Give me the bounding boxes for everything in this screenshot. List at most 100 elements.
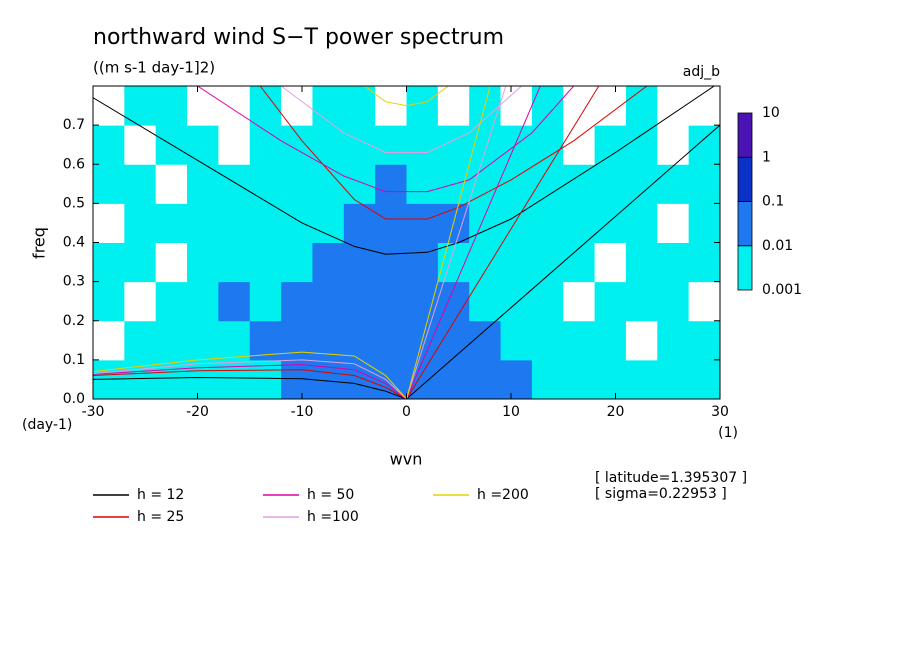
contour-cell [688,164,720,204]
contour-cell [343,86,376,126]
contour-cell [531,359,564,399]
contour-cell [500,164,533,204]
contour-cell [625,203,658,243]
contour-cell [187,281,219,322]
contour-cell [187,359,219,399]
contour-cell [343,242,376,283]
y-tick-label: 0.3 [63,274,85,290]
contour-cell [406,203,439,243]
contour-cell [187,320,219,361]
contour-cell [563,203,596,243]
contour-cell [187,164,219,204]
colorbar-box [737,201,753,247]
contour-cell [657,320,690,361]
colorbar-label: 0.01 [762,238,793,254]
contour-cell [93,86,125,126]
contour-cell [375,125,407,165]
contour-cell [563,125,596,165]
contour-cell [93,125,125,165]
contour-cell [594,203,627,243]
contour-cell [249,203,282,243]
contour-cell [124,125,157,165]
y-tick-label: 0.6 [63,156,85,172]
contour-cell [312,242,345,283]
contour-cell [343,125,376,165]
x-tick-label: 20 [607,404,625,420]
contour-cell [249,242,282,283]
contour-cell [657,86,690,126]
contour-cell [375,164,407,204]
x-unit: (1) [718,425,738,441]
contour-cell [187,125,219,165]
contour-cell [437,320,470,361]
contour-cell [124,86,157,126]
legend-label: h =100 [307,509,359,525]
contour-cell [657,242,690,283]
y-tick-label: 0.1 [63,352,85,368]
colorbar-box [737,156,753,202]
contour-cell [343,164,376,204]
contour-cell [594,359,627,399]
contour-cell [688,320,720,361]
contour-cell [281,320,313,361]
contour-cell [688,359,720,399]
y-tick-label: 0.2 [63,313,85,329]
y-tick-label: 0.7 [63,117,85,133]
contour-cell [531,86,564,126]
contour-cell [531,125,564,165]
contour-cell [218,320,251,361]
contour-cell [93,320,125,361]
contour-cell [563,320,596,361]
contour-cell [124,320,157,361]
legend-label: h =200 [477,487,529,503]
contour-cell [155,281,188,322]
contour-cell [531,320,564,361]
annotation: [ sigma=0.22953 ] [595,486,727,502]
contour-cell [343,320,376,361]
contour-cell [155,86,188,126]
chart-subtitle: ((m s-1 day-1]2) [93,59,215,77]
dispersion-line [93,86,720,399]
contour-cell [469,242,502,283]
contour-cell [688,203,720,243]
contour-cell [155,203,188,243]
contour-cell [563,86,596,126]
contour-cell [625,242,658,283]
contour-cell [688,125,720,165]
x-tick-label: -30 [82,404,105,420]
contour-cell [312,281,345,322]
contour-cell [312,125,345,165]
contour-cell [93,242,125,283]
contour-cell [93,203,125,243]
chart-label: adj_b [683,64,720,80]
x-tick-label: 0 [402,404,411,420]
contour-cell [375,281,407,322]
contour-cell [124,242,157,283]
contour-cell [187,242,219,283]
x-tick-label: -20 [186,404,209,420]
contour-cell [625,125,658,165]
x-axis-label: wvn [390,450,423,469]
contour-cell [594,281,627,322]
colorbar-label: 0.1 [762,194,784,210]
contour-cell [469,281,502,322]
contour-cell [281,125,313,165]
x-tick-label: 30 [711,404,729,420]
y-tick-label: 0.0 [63,391,85,407]
contour-cell [531,164,564,204]
contour-cell [375,320,407,361]
contour-cell [563,242,596,283]
colorbar-label: 0.001 [762,282,802,298]
dispersion-curves [93,86,720,399]
contour-cell [657,164,690,204]
contour-cell [657,359,690,399]
contour-cell [124,203,157,243]
contour-cell [124,281,157,322]
contour-cell [688,242,720,283]
colorbar-box [737,245,753,291]
legend-label: h = 25 [137,509,184,525]
contour-cell [625,281,658,322]
contour-cell [594,164,627,204]
contour-cell [249,125,282,165]
